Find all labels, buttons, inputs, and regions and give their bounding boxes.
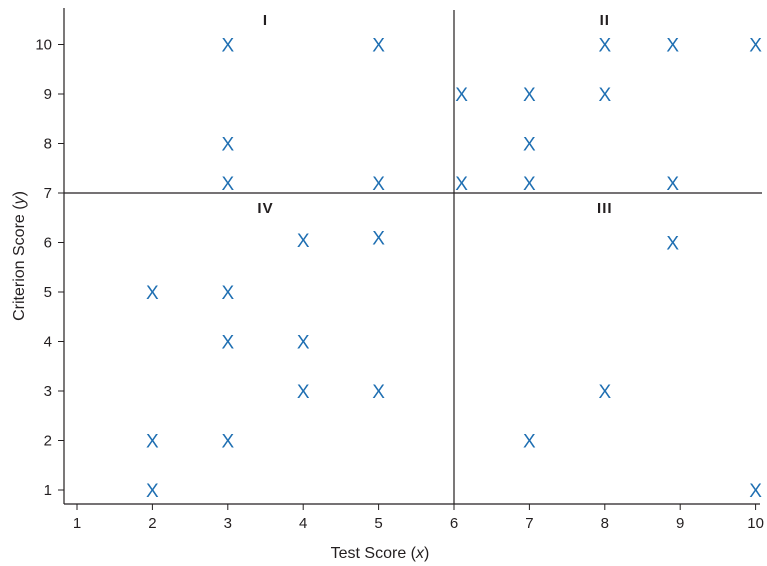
x-axis-title: Test Score (x): [331, 545, 430, 562]
x-tick-label: 10: [747, 515, 764, 532]
data-point: X: [372, 174, 385, 195]
data-point: X: [221, 174, 234, 195]
data-point: X: [666, 36, 679, 57]
y-tick-label: 5: [44, 284, 52, 301]
y-tick-label: 4: [44, 334, 52, 351]
data-point: X: [221, 283, 234, 304]
data-point: X: [221, 135, 234, 156]
data-point: X: [297, 382, 310, 403]
data-point: X: [523, 432, 536, 453]
y-tick-label: 7: [44, 185, 52, 202]
cutoff-lines: [64, 10, 762, 504]
data-point: X: [146, 432, 159, 453]
y-tick-label: 1: [44, 482, 52, 499]
data-point: X: [372, 36, 385, 57]
y-axis-variable: y: [11, 195, 28, 205]
y-axis-title-text: Criterion Score: [11, 214, 28, 321]
data-point: X: [598, 36, 611, 57]
x-tick-labels: 1 2 3 4 5 6 7 8 9 10: [73, 504, 764, 532]
y-tick-label: 2: [44, 433, 52, 450]
quadrant-label: IV: [257, 200, 273, 217]
data-point: X: [523, 85, 536, 106]
x-tick-label: 6: [450, 515, 458, 532]
data-point: X: [749, 36, 762, 57]
x-tick-label: 7: [525, 515, 533, 532]
x-tick-label: 1: [73, 515, 81, 532]
x-tick-label: 4: [299, 515, 307, 532]
data-point: X: [221, 36, 234, 57]
data-point: X: [523, 174, 536, 195]
axes: [63, 8, 760, 505]
data-point: X: [146, 283, 159, 304]
data-point: X: [666, 174, 679, 195]
y-tick-label: 10: [35, 37, 52, 54]
data-point: X: [455, 85, 468, 106]
y-tick-label: 8: [44, 136, 52, 153]
x-tick-label: 2: [148, 515, 156, 532]
data-point: X: [455, 174, 468, 195]
data-point: X: [372, 229, 385, 250]
quadrant-label: I: [263, 12, 268, 29]
data-point: X: [598, 85, 611, 106]
quadrant-label: II: [600, 12, 610, 29]
data-point: X: [221, 432, 234, 453]
data-point: X: [598, 382, 611, 403]
quadrant-label: III: [597, 200, 613, 217]
x-tick-label: 5: [374, 515, 382, 532]
data-point: X: [221, 333, 234, 354]
y-tick-label: 9: [44, 86, 52, 103]
y-tick-label: 6: [44, 235, 52, 252]
data-point: X: [666, 234, 679, 255]
x-tick-label: 8: [601, 515, 609, 532]
data-point: X: [523, 135, 536, 156]
data-point: X: [297, 333, 310, 354]
data-point: X: [749, 481, 762, 502]
data-point: X: [372, 382, 385, 403]
x-tick-label: 9: [676, 515, 684, 532]
x-tick-label: 3: [224, 515, 232, 532]
y-tick-labels: 1 2 3 4 5 6 7 8 9 10: [35, 37, 64, 499]
x-axis-title-text: Test Score: [331, 545, 407, 562]
y-tick-label: 3: [44, 383, 52, 400]
x-axis-variable: x: [415, 545, 425, 562]
data-point: X: [146, 481, 159, 502]
data-point: X: [297, 231, 310, 252]
y-axis-title: Criterion Score (y): [11, 191, 28, 321]
